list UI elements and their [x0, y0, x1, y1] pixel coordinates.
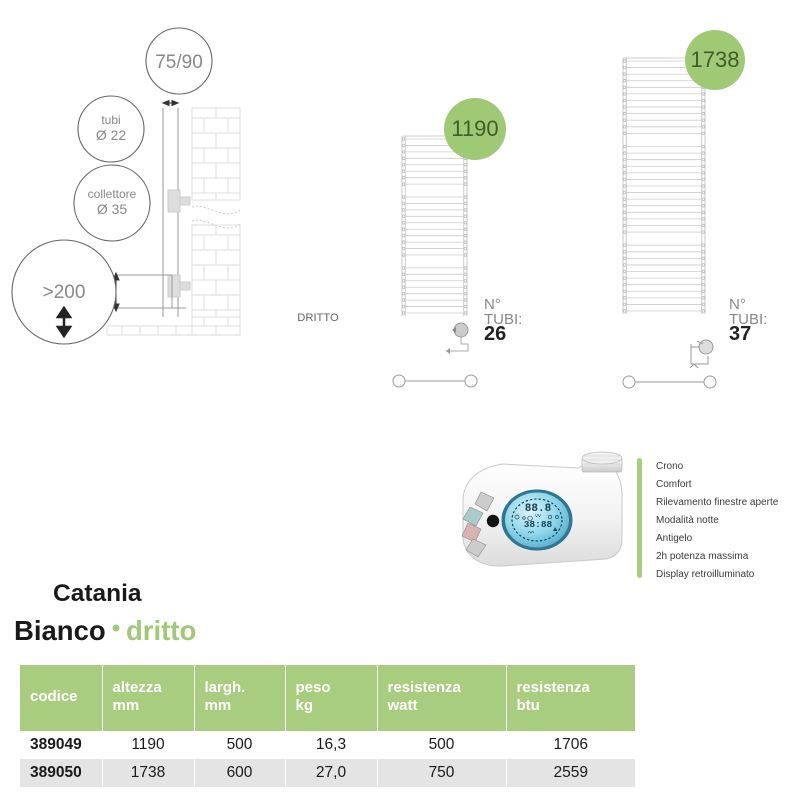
svg-text:26: 26 — [484, 323, 506, 345]
svg-text:37: 37 — [729, 323, 751, 345]
svg-text:collettore: collettore — [88, 187, 137, 201]
svg-text:38:88: 38:88 — [524, 519, 553, 530]
svg-text:DRITTO: DRITTO — [297, 312, 339, 324]
svg-text:75/90: 75/90 — [155, 52, 203, 73]
svg-text:Modalità notte: Modalità notte — [656, 515, 719, 526]
svg-text:>200: >200 — [43, 282, 86, 303]
svg-text:88.8: 88.8 — [525, 503, 552, 515]
svg-text:dritto: dritto — [126, 615, 196, 646]
svg-text:1190: 1190 — [451, 116, 498, 141]
svg-text:Ø 22: Ø 22 — [96, 127, 127, 143]
svg-text:Catania: Catania — [53, 580, 142, 607]
svg-text:Display retroilluminato: Display retroilluminato — [656, 569, 755, 580]
svg-text:tubi: tubi — [101, 113, 120, 127]
svg-text:Comfort: Comfort — [656, 479, 692, 490]
svg-text:2h potenza massima: 2h potenza massima — [656, 551, 749, 562]
svg-text:Bianco: Bianco — [14, 615, 106, 646]
svg-text:Rilevamento finestre aperte: Rilevamento finestre aperte — [656, 497, 779, 508]
svg-text:Antigelo: Antigelo — [656, 533, 693, 544]
svg-text:Ø 35: Ø 35 — [97, 201, 128, 217]
svg-text:1738: 1738 — [691, 47, 740, 72]
svg-text:Crono: Crono — [656, 461, 684, 472]
